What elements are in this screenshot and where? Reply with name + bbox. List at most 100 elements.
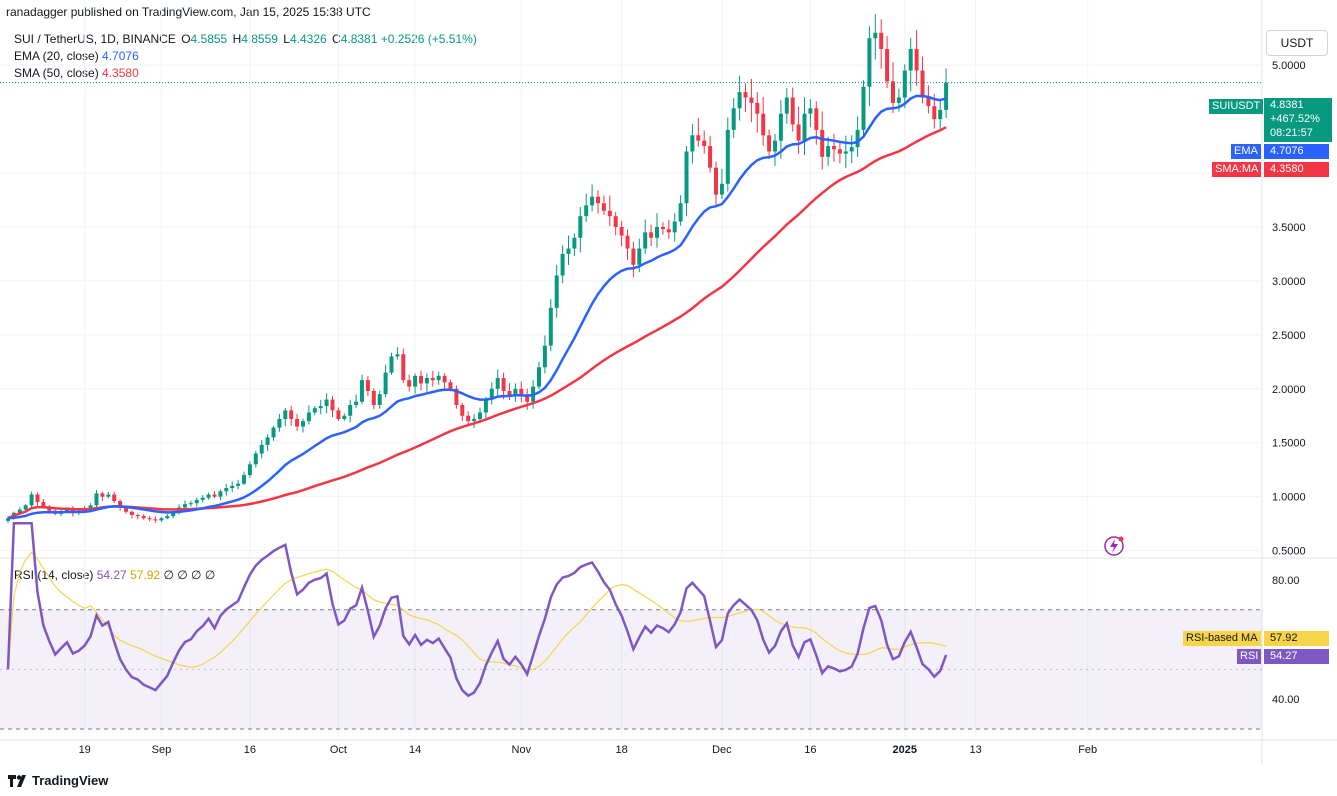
candle-body — [513, 388, 518, 396]
candle-body — [932, 106, 937, 120]
candle-body — [230, 485, 235, 489]
candle-body — [601, 203, 606, 211]
candle-body — [843, 151, 848, 154]
candle-body — [6, 518, 10, 521]
candle-body — [242, 475, 246, 484]
candle-body — [731, 108, 736, 130]
candle-body — [236, 483, 241, 486]
candle-body — [419, 375, 423, 384]
high-value: 4.8559 — [241, 32, 278, 46]
time-tick-label: 19 — [79, 744, 91, 756]
candle-body — [625, 235, 630, 249]
ema-label: EMA (20, close) — [14, 49, 99, 63]
lightning-icon-ring — [1104, 536, 1124, 556]
open-label: O — [181, 32, 191, 46]
candle-body — [832, 146, 836, 150]
time-tick-label: 14 — [409, 744, 421, 756]
candle-body — [590, 196, 595, 206]
candle-body — [619, 226, 624, 236]
candle-body — [135, 515, 140, 517]
candle-body — [118, 500, 123, 508]
close-value: 4.8381 — [340, 32, 378, 46]
candle-body — [259, 444, 264, 454]
candle-body — [613, 216, 618, 227]
sma-label: SMA (50, close) — [14, 66, 99, 80]
candle-body — [837, 149, 842, 154]
rsi-ma-price-tag: 57.92 — [1264, 631, 1329, 646]
candle-body — [507, 390, 512, 396]
candle-body — [41, 502, 46, 508]
candle-body — [649, 232, 654, 238]
candle-body — [938, 109, 943, 120]
candle-body — [11, 512, 16, 519]
candle-body — [35, 494, 40, 503]
candle-body — [330, 399, 335, 411]
candle-body — [761, 113, 766, 136]
low-label: L — [283, 32, 290, 46]
candle-body — [371, 390, 376, 405]
time-tick-label: Sep — [152, 744, 172, 756]
candle-body — [637, 248, 642, 265]
sma-legend: SMA (50, close) 4.3580 — [14, 66, 139, 80]
candle-body — [389, 356, 394, 373]
candle-body — [277, 418, 282, 428]
candle-body — [566, 248, 571, 254]
candle-body — [737, 92, 742, 109]
rsi-ma-tag: RSI-based MA — [1183, 631, 1261, 646]
candle-body — [147, 518, 152, 520]
candle-body — [719, 183, 724, 195]
ema-legend: EMA (20, close) 4.7076 — [14, 49, 139, 63]
rsi-tick-label: 40.00 — [1272, 694, 1300, 706]
currency-button[interactable]: USDT — [1266, 30, 1328, 56]
candle-body — [891, 81, 895, 103]
candle-body — [672, 221, 677, 233]
candle-body — [531, 386, 536, 402]
time-tick-label: 16 — [244, 744, 256, 756]
candle-body — [348, 404, 353, 416]
candle-body — [743, 92, 748, 98]
rsi-tag: RSI — [1237, 649, 1262, 664]
candle-body — [873, 32, 878, 39]
candle-body — [336, 410, 341, 419]
candle-body — [283, 410, 288, 419]
candle-body — [790, 97, 795, 125]
candle-body — [796, 124, 801, 141]
candle-body — [377, 394, 382, 405]
candle-body — [525, 394, 530, 402]
candle-body — [212, 494, 217, 497]
rsi-legend: RSI (14, close) 54.27 57.92 ∅ ∅ ∅ ∅ — [14, 568, 215, 582]
rsi-value: 54.27 — [96, 568, 127, 582]
candle-body — [301, 421, 305, 427]
candle-body — [165, 516, 170, 519]
price-tick-label: 3.5000 — [1272, 222, 1306, 234]
candle-body — [885, 48, 890, 82]
candle-body — [483, 399, 488, 413]
candle-body — [584, 205, 589, 217]
candle-body — [454, 388, 459, 405]
rsi-tick-label: 80.00 — [1272, 575, 1300, 587]
ema-tag: EMA — [1231, 144, 1261, 159]
candle-body — [407, 380, 412, 387]
moving-averages — [0, 82, 1262, 520]
candle-body — [666, 229, 671, 233]
symbol-tag: SUIUSDT — [1209, 99, 1264, 114]
candle-body — [926, 97, 931, 107]
candle-body — [177, 507, 182, 512]
rsi-band — [0, 609, 1262, 730]
candle-body — [23, 505, 28, 510]
candle-body — [554, 275, 559, 308]
candle-body — [908, 48, 913, 71]
candle-body — [861, 86, 866, 130]
candle-body — [224, 488, 229, 492]
candle-body — [70, 509, 75, 513]
candle-body — [159, 518, 164, 521]
symbol-legend: SUI / TetherUS, 1D, BINANCE O4.5855 H4.8… — [14, 32, 477, 46]
candle-body — [607, 210, 612, 217]
candle-body — [354, 401, 359, 405]
tradingview-logo-icon — [8, 774, 26, 787]
rsi-extra: ∅ ∅ ∅ ∅ — [163, 568, 216, 582]
candle-body — [153, 519, 158, 521]
tradingview-logo[interactable]: TradingView — [8, 773, 108, 788]
price-tick-label: 1.0000 — [1272, 492, 1306, 504]
